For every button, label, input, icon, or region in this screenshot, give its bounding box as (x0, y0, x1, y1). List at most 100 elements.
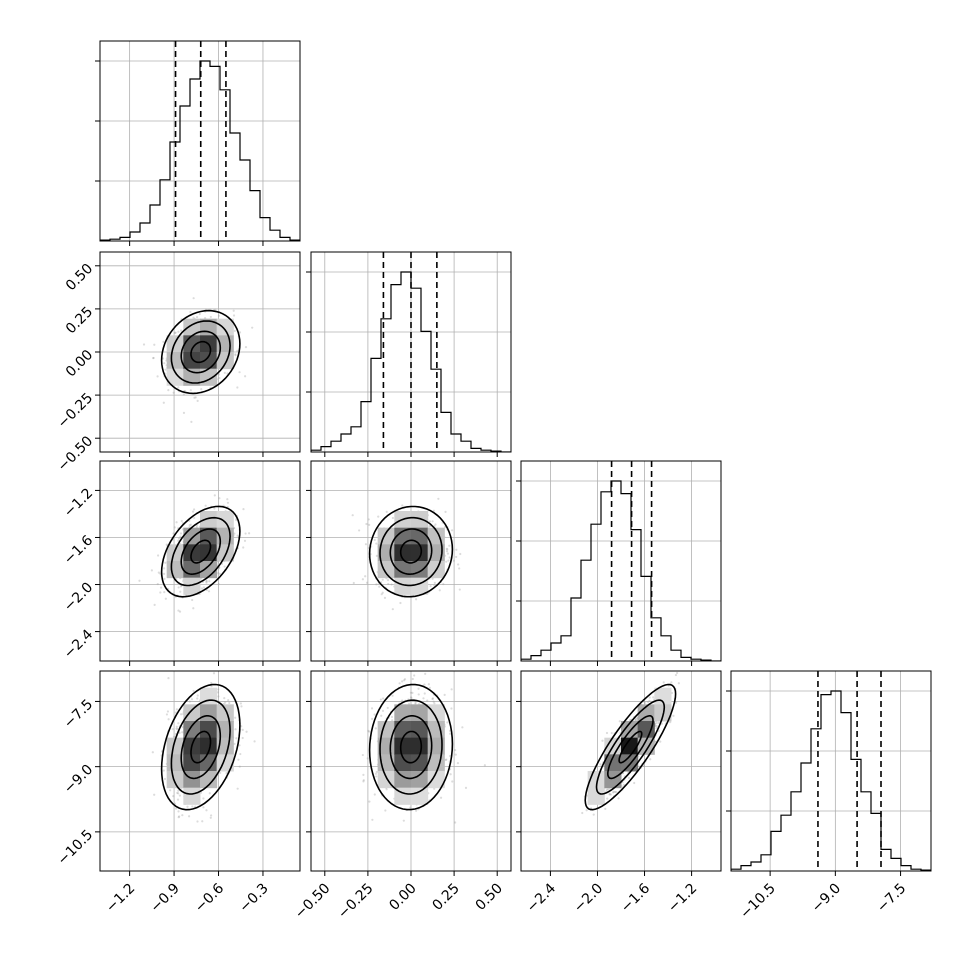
scatter-point (177, 539, 180, 542)
scatter-point (192, 297, 195, 300)
scatter-point (177, 810, 180, 813)
scatter-point (239, 752, 242, 756)
x-tick-label: −7.5 (874, 880, 909, 915)
scatter-point (456, 762, 460, 765)
scatter-point (450, 688, 453, 691)
scatter-point (217, 695, 220, 698)
scatter-point (368, 523, 371, 526)
scatter-point (375, 542, 378, 545)
scatter-point (205, 580, 208, 583)
scatter-point (373, 538, 376, 542)
scatter-point (401, 680, 404, 683)
scatter-point (403, 679, 406, 682)
panel-frame (99, 670, 301, 872)
scatter-point (677, 682, 680, 685)
scatter-point (391, 516, 395, 520)
scatter-point (171, 728, 174, 731)
scatter-point (426, 699, 429, 702)
scatter-point (202, 806, 205, 809)
y-tick-label: 0.00 (63, 347, 96, 380)
scatter-point (241, 728, 244, 731)
scatter-point (200, 388, 203, 391)
scatter-point (173, 331, 176, 335)
scatter-point (433, 581, 436, 585)
x-tick-label: −0.6 (192, 880, 227, 915)
scatter-point (175, 725, 178, 728)
x-tick-label: −0.50 (292, 880, 334, 922)
scatter-point (585, 809, 588, 812)
scatter-point (163, 591, 166, 594)
scatter-point (423, 683, 426, 686)
scatter-point (202, 586, 206, 589)
scatter-point (454, 748, 457, 752)
y-tick-label: −2.0 (61, 580, 96, 615)
contour-line (606, 715, 654, 780)
scatter-point (434, 523, 437, 526)
density-cell (394, 577, 412, 595)
scatter-point (352, 581, 355, 585)
scatter-point (422, 697, 425, 700)
scatter-point (417, 693, 420, 696)
density-cell (200, 561, 218, 579)
scatter-point (234, 353, 237, 356)
scatter-point (213, 507, 216, 510)
contour-line (389, 715, 433, 780)
scatter-point (415, 809, 418, 812)
scatter-point (446, 548, 449, 551)
scatter-point (451, 529, 454, 532)
contour-line (389, 528, 433, 576)
scatter-point (165, 713, 169, 716)
scatter-point (192, 316, 195, 319)
density-cell (604, 771, 622, 789)
scatter-point (212, 672, 216, 675)
scatter-point (581, 811, 584, 815)
scatter-point (361, 753, 364, 757)
contour-line (584, 683, 677, 811)
scatter-point (181, 814, 184, 817)
scatter-point (375, 554, 378, 557)
scatter-panel-2-1 (306, 460, 512, 666)
scatter-point (237, 758, 240, 761)
x-tick-label: −0.25 (335, 880, 377, 922)
scatter-panel-2-0: −2.4 −2.0 −1.6 −1.2 (61, 460, 301, 666)
scatter-point (618, 720, 621, 723)
density-cell (166, 771, 184, 789)
scatter-point (642, 764, 645, 767)
scatter-point (179, 585, 183, 588)
scatter-point (454, 753, 457, 756)
scatter-point (409, 696, 413, 699)
scatter-point (236, 349, 239, 352)
scatter-point (431, 577, 434, 580)
scatter-point (399, 601, 402, 605)
scatter-point (605, 731, 609, 735)
scatter-point (181, 731, 184, 734)
scatter-point (157, 571, 160, 574)
scatter-point (167, 389, 170, 392)
scatter-point (433, 702, 436, 705)
scatter-point (179, 532, 183, 535)
scatter-point (177, 330, 180, 333)
histogram-step (731, 690, 931, 871)
scatter-point (190, 420, 193, 424)
density-cell (183, 787, 201, 805)
panel-frame (730, 670, 932, 872)
density-cell (166, 544, 184, 562)
y-tick-label: −2.4 (61, 627, 96, 662)
scatter-point (244, 345, 248, 349)
scatter-point (192, 607, 195, 610)
density-cell (200, 721, 218, 739)
panel-frame (520, 460, 722, 662)
scatter-point (660, 722, 664, 725)
scatter-point (380, 593, 383, 596)
scatter-point (364, 575, 367, 578)
scatter-point (174, 331, 177, 334)
scatter-point (191, 598, 194, 602)
density-cells (166, 687, 234, 805)
scatter-point (452, 559, 455, 562)
scatter-point (634, 718, 637, 721)
contour-line (368, 505, 454, 598)
scatter-point (179, 535, 182, 538)
scatter-point (428, 686, 431, 689)
scatter-point (458, 588, 461, 591)
contour-line (180, 528, 222, 576)
